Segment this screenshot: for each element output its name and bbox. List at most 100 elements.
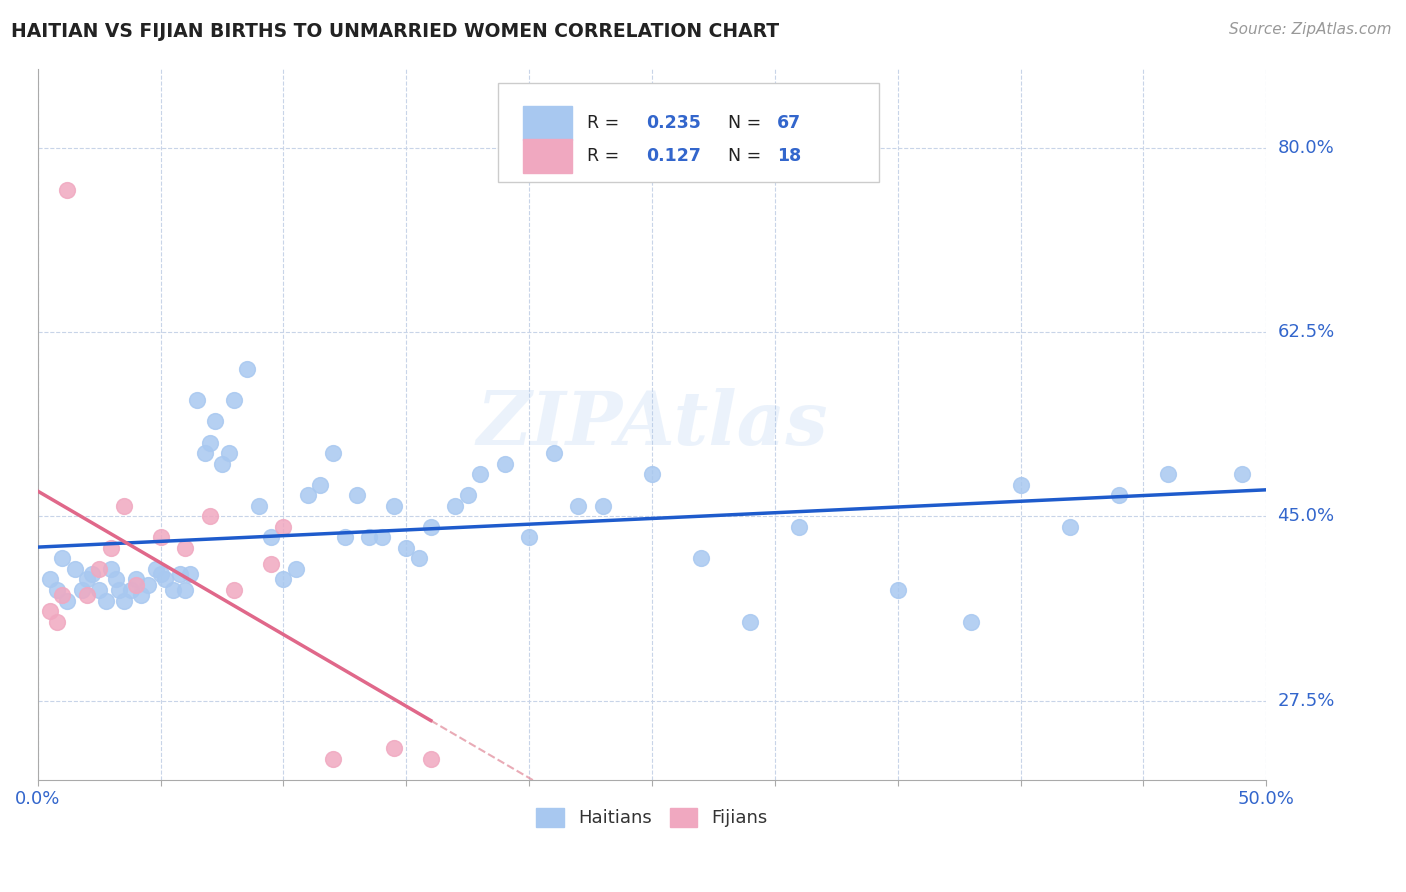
- Point: [273, 573, 295, 587]
- Text: R =: R =: [586, 114, 624, 132]
- Point: [56, 183, 79, 197]
- Point: [136, 578, 159, 592]
- Point: [63, 562, 86, 576]
- Point: [39, 604, 62, 618]
- Point: [87, 562, 110, 576]
- Bar: [523, 106, 572, 140]
- Point: [39, 573, 62, 587]
- Point: [886, 582, 908, 597]
- Point: [359, 530, 381, 544]
- Point: [1108, 488, 1130, 502]
- Point: [247, 499, 270, 513]
- Point: [1230, 467, 1253, 482]
- Point: [333, 530, 356, 544]
- Point: [112, 593, 135, 607]
- Point: [96, 593, 118, 607]
- Point: [408, 551, 430, 566]
- Point: [235, 361, 257, 376]
- Point: [100, 541, 122, 555]
- Point: [125, 578, 148, 592]
- Point: [186, 393, 208, 408]
- Point: [297, 488, 319, 502]
- Point: [162, 582, 184, 597]
- FancyBboxPatch shape: [498, 83, 879, 182]
- Text: 18: 18: [778, 146, 801, 165]
- Point: [169, 567, 191, 582]
- Point: [76, 588, 98, 602]
- Point: [120, 582, 142, 597]
- Point: [260, 530, 283, 544]
- Text: N =: N =: [728, 114, 766, 132]
- Text: 27.5%: 27.5%: [1278, 691, 1334, 710]
- Point: [382, 499, 405, 513]
- Point: [179, 567, 201, 582]
- Text: 80.0%: 80.0%: [1278, 138, 1334, 156]
- Point: [224, 393, 246, 408]
- Point: [641, 467, 664, 482]
- Text: Source: ZipAtlas.com: Source: ZipAtlas.com: [1229, 22, 1392, 37]
- Point: [690, 551, 713, 566]
- Point: [174, 582, 197, 597]
- Point: [419, 751, 441, 765]
- Point: [1010, 477, 1032, 491]
- Point: [309, 477, 332, 491]
- Point: [155, 573, 177, 587]
- Text: 62.5%: 62.5%: [1278, 323, 1334, 341]
- Legend: Haitians, Fijians: Haitians, Fijians: [529, 801, 775, 835]
- Point: [87, 582, 110, 597]
- Text: 67: 67: [778, 114, 801, 132]
- Point: [125, 573, 148, 587]
- Point: [204, 414, 226, 428]
- Point: [198, 435, 221, 450]
- Text: 45.0%: 45.0%: [1278, 508, 1334, 525]
- Text: R =: R =: [586, 146, 624, 165]
- Point: [960, 615, 983, 629]
- Point: [382, 741, 405, 756]
- Point: [1157, 467, 1180, 482]
- Point: [444, 499, 467, 513]
- Point: [129, 588, 152, 602]
- Point: [284, 562, 307, 576]
- Point: [789, 520, 811, 534]
- Point: [112, 499, 135, 513]
- Point: [517, 530, 540, 544]
- Point: [543, 446, 565, 460]
- Text: HAITIAN VS FIJIAN BIRTHS TO UNMARRIED WOMEN CORRELATION CHART: HAITIAN VS FIJIAN BIRTHS TO UNMARRIED WO…: [11, 22, 779, 41]
- Point: [224, 582, 246, 597]
- Point: [105, 573, 128, 587]
- Point: [46, 615, 69, 629]
- Point: [346, 488, 368, 502]
- Point: [211, 457, 233, 471]
- Point: [174, 541, 197, 555]
- Point: [218, 446, 240, 460]
- Point: [494, 457, 516, 471]
- Point: [567, 499, 589, 513]
- Point: [51, 551, 73, 566]
- Point: [260, 557, 283, 571]
- Point: [273, 520, 295, 534]
- Point: [370, 530, 392, 544]
- Point: [395, 541, 418, 555]
- Point: [149, 530, 172, 544]
- Point: [198, 509, 221, 524]
- Point: [76, 573, 98, 587]
- Text: ZIPAtlas: ZIPAtlas: [477, 388, 828, 460]
- Bar: [523, 138, 572, 173]
- Point: [194, 446, 217, 460]
- Point: [419, 520, 441, 534]
- Point: [149, 567, 172, 582]
- Point: [740, 615, 762, 629]
- Point: [145, 562, 167, 576]
- Point: [80, 567, 103, 582]
- Point: [592, 499, 614, 513]
- Point: [100, 562, 122, 576]
- Text: 0.235: 0.235: [645, 114, 700, 132]
- Point: [51, 588, 73, 602]
- Point: [46, 582, 69, 597]
- Text: 0.127: 0.127: [645, 146, 700, 165]
- Point: [107, 582, 129, 597]
- Point: [70, 582, 93, 597]
- Point: [56, 593, 79, 607]
- Point: [322, 446, 344, 460]
- Point: [457, 488, 479, 502]
